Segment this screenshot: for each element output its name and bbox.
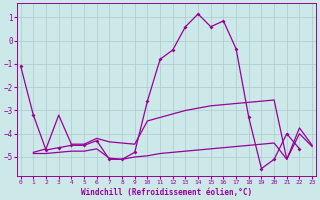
X-axis label: Windchill (Refroidissement éolien,°C): Windchill (Refroidissement éolien,°C) xyxy=(81,188,252,197)
